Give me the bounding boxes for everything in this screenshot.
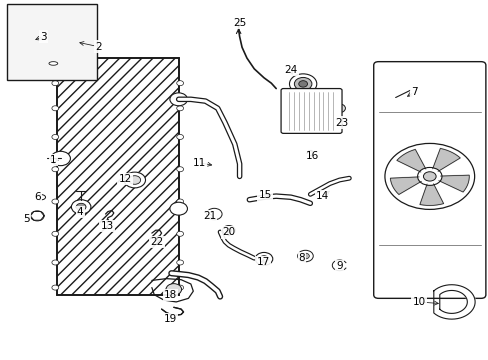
Text: 5: 5 <box>22 215 29 224</box>
Circle shape <box>176 260 183 265</box>
Text: 25: 25 <box>232 18 246 28</box>
Text: 1: 1 <box>50 155 57 165</box>
Bar <box>6 4 97 80</box>
Circle shape <box>51 151 70 166</box>
Circle shape <box>176 134 183 139</box>
Text: 2: 2 <box>95 42 102 51</box>
FancyBboxPatch shape <box>373 62 485 298</box>
Text: 15: 15 <box>258 190 271 201</box>
Circle shape <box>294 77 311 90</box>
Circle shape <box>255 252 272 265</box>
Ellipse shape <box>36 194 45 200</box>
Circle shape <box>297 250 313 262</box>
Circle shape <box>52 26 81 47</box>
Circle shape <box>206 208 222 220</box>
Text: 24: 24 <box>284 64 297 75</box>
Polygon shape <box>396 149 425 172</box>
Text: 9: 9 <box>336 261 342 271</box>
Circle shape <box>30 211 44 221</box>
Circle shape <box>222 226 235 235</box>
Text: 14: 14 <box>315 192 328 202</box>
Circle shape <box>62 34 70 40</box>
Circle shape <box>176 285 183 290</box>
Circle shape <box>76 203 86 211</box>
Circle shape <box>18 41 22 43</box>
Circle shape <box>71 200 91 214</box>
Circle shape <box>169 202 187 215</box>
Circle shape <box>176 167 183 172</box>
Text: 16: 16 <box>305 150 319 161</box>
Bar <box>57 58 178 295</box>
Circle shape <box>52 134 59 139</box>
Circle shape <box>52 260 59 265</box>
Circle shape <box>58 30 75 43</box>
Text: 10: 10 <box>412 297 425 307</box>
Circle shape <box>298 81 307 87</box>
FancyBboxPatch shape <box>281 89 341 134</box>
Circle shape <box>301 253 309 259</box>
Circle shape <box>52 167 59 172</box>
Circle shape <box>124 172 145 188</box>
Circle shape <box>52 106 59 111</box>
Circle shape <box>52 199 59 204</box>
Text: 11: 11 <box>193 158 206 168</box>
Text: 12: 12 <box>118 174 131 184</box>
Circle shape <box>129 176 141 184</box>
Circle shape <box>52 81 59 86</box>
Text: 22: 22 <box>150 237 163 247</box>
Ellipse shape <box>49 62 58 65</box>
Circle shape <box>333 104 345 113</box>
Text: 19: 19 <box>163 314 177 324</box>
Circle shape <box>169 93 187 106</box>
Text: 21: 21 <box>203 211 216 221</box>
Polygon shape <box>419 184 443 206</box>
Circle shape <box>176 199 183 204</box>
Circle shape <box>52 285 59 290</box>
Circle shape <box>176 231 183 236</box>
Text: 13: 13 <box>100 221 113 231</box>
Text: 20: 20 <box>222 228 235 237</box>
Circle shape <box>423 172 435 181</box>
Text: 18: 18 <box>163 290 177 300</box>
Text: 17: 17 <box>256 257 269 267</box>
Polygon shape <box>389 177 421 194</box>
Circle shape <box>18 49 22 52</box>
Polygon shape <box>438 175 468 192</box>
Text: 23: 23 <box>335 118 348 128</box>
Circle shape <box>384 143 474 210</box>
Circle shape <box>176 81 183 86</box>
Circle shape <box>417 167 441 185</box>
Circle shape <box>18 45 22 48</box>
Circle shape <box>52 231 59 236</box>
Text: 3: 3 <box>40 32 47 41</box>
Text: 4: 4 <box>77 207 83 217</box>
Circle shape <box>225 228 231 232</box>
Text: 6: 6 <box>34 192 41 202</box>
Text: 7: 7 <box>410 87 417 97</box>
Circle shape <box>176 106 183 111</box>
Circle shape <box>165 284 181 295</box>
Circle shape <box>289 74 316 94</box>
Text: 8: 8 <box>298 253 305 263</box>
Polygon shape <box>432 148 459 171</box>
Polygon shape <box>433 285 474 319</box>
Circle shape <box>259 256 268 262</box>
Circle shape <box>38 195 43 199</box>
